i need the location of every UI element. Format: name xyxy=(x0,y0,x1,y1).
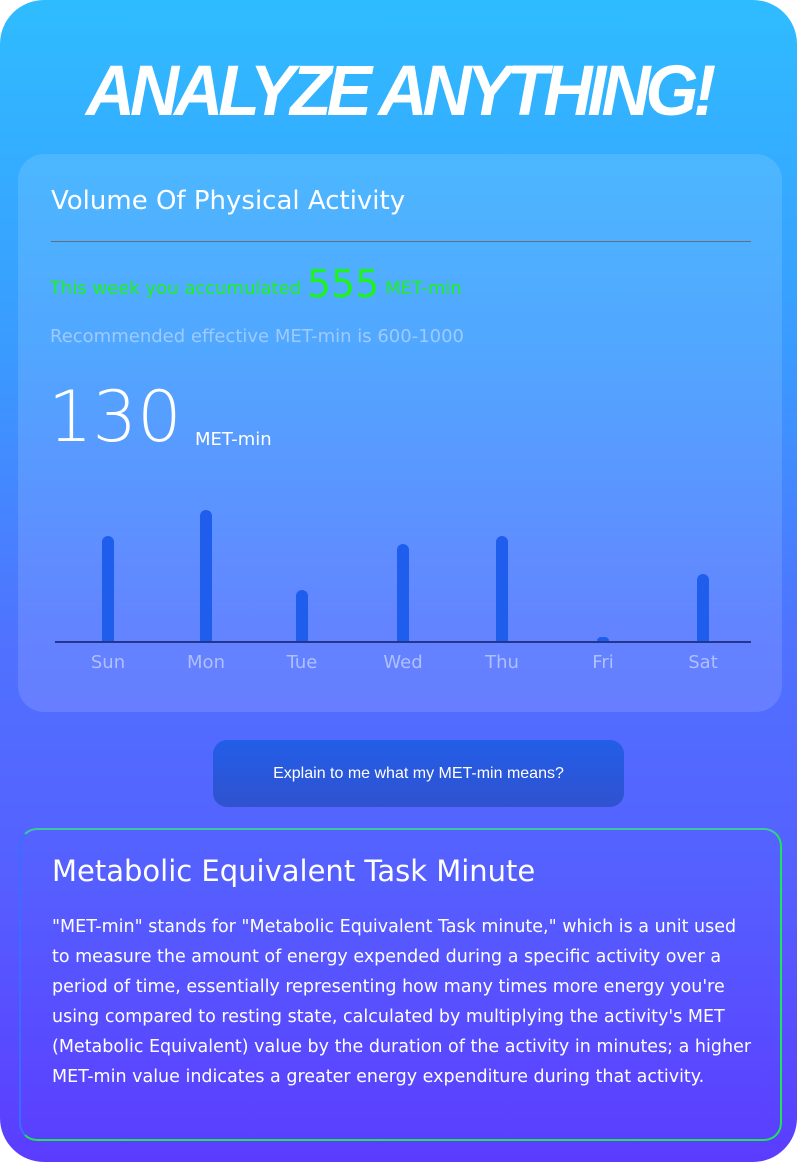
weekly-summary: This week you accumulated 555 MET-min xyxy=(50,262,462,306)
bar-tue[interactable] xyxy=(296,589,308,641)
card-title: Volume Of Physical Activity xyxy=(51,186,406,216)
bar-wed[interactable] xyxy=(397,544,409,641)
x-label-tue: Tue xyxy=(286,652,318,673)
x-label-sat: Sat xyxy=(688,652,718,673)
recommendation-text: Recommended effective MET-min is 600-100… xyxy=(50,326,464,347)
selected-unit: MET-min xyxy=(195,429,272,450)
x-label-thu: Thu xyxy=(485,652,519,673)
week-unit: MET-min xyxy=(385,278,462,299)
bar-sun[interactable] xyxy=(102,536,114,641)
x-label-fri: Fri xyxy=(592,652,614,673)
bar-sat[interactable] xyxy=(697,574,709,641)
chart-baseline xyxy=(55,641,751,643)
explanation-body: "MET-min" stands for "Metabolic Equivale… xyxy=(52,917,752,1087)
explanation-title: Metabolic Equivalent Task Minute xyxy=(52,854,536,888)
bar-mon[interactable] xyxy=(200,510,212,641)
headline: ANALYZE ANYTHING! xyxy=(85,51,716,131)
activity-card: Volume Of Physical Activity This week yo… xyxy=(18,154,782,712)
selected-value: 130 xyxy=(48,376,182,458)
explanation-panel: Metabolic Equivalent Task Minute "MET-mi… xyxy=(19,828,782,1141)
bar-thu[interactable] xyxy=(496,536,508,641)
divider xyxy=(51,241,751,242)
activity-bar-chart: Sun Mon Tue Wed Thu Fri Sat xyxy=(18,154,782,712)
week-total: 555 xyxy=(306,262,380,306)
x-label-wed: Wed xyxy=(383,652,423,673)
bar-fri[interactable] xyxy=(597,636,609,641)
x-label-sun: Sun xyxy=(90,652,126,673)
x-label-mon: Mon xyxy=(187,652,225,673)
week-prefix: This week you accumulated xyxy=(50,278,302,299)
explain-met-min-button[interactable]: Explain to me what my MET-min means? xyxy=(213,740,624,807)
